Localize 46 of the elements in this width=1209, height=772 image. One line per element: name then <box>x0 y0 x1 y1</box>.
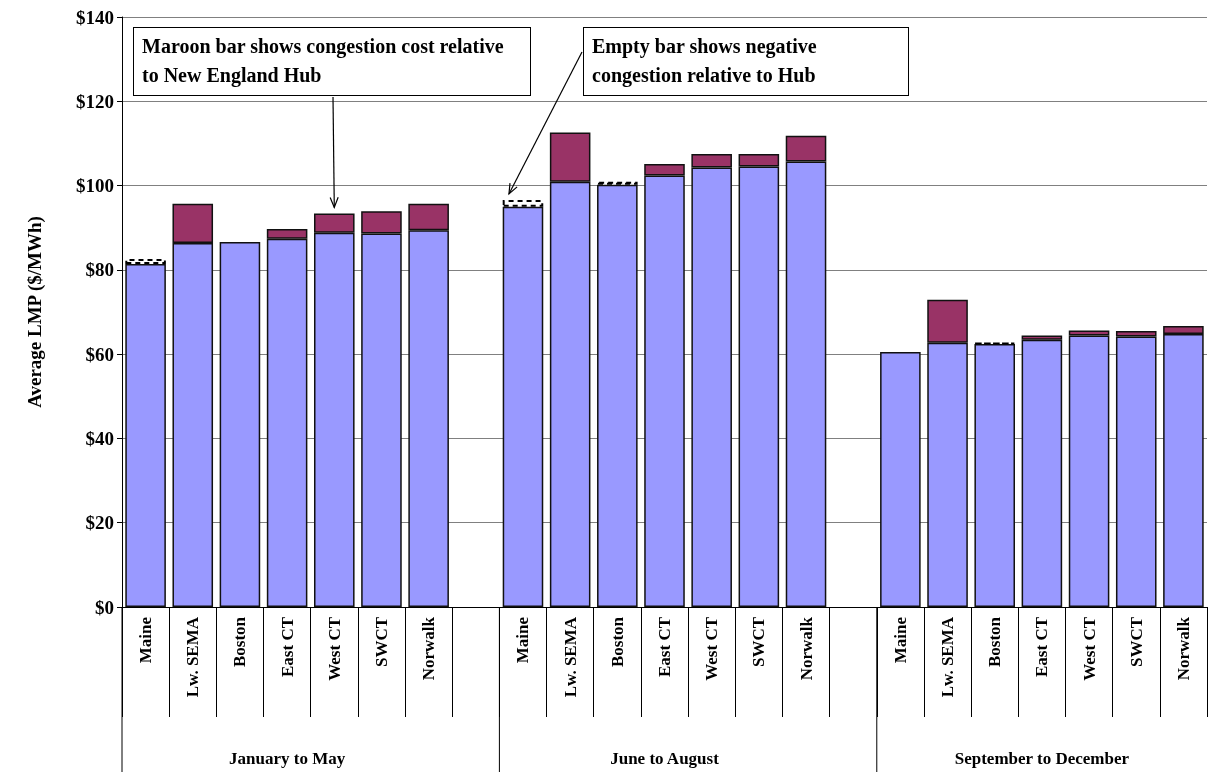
x-tick-label: Maine <box>890 616 910 664</box>
bar <box>880 352 921 607</box>
note-box: Empty bar shows negative congestion relative to Hub <box>583 27 909 96</box>
text: June to August <box>610 748 720 768</box>
x-tick-label: Lw. SEMA <box>560 616 580 698</box>
x-tick-label: Lw. SEMA <box>183 616 203 698</box>
bar <box>125 263 166 607</box>
y-axis-title: Average LMP ($/MWh) <box>24 216 46 408</box>
x-tick-label: Maine <box>513 616 533 664</box>
x-tick-label: Norwalk <box>796 616 816 681</box>
y-tick-label: $140 <box>76 6 114 28</box>
x-tick-label: Boston <box>985 616 1005 668</box>
x-tick-label: SWCT <box>749 616 769 668</box>
y-tick-label: $0 <box>95 596 114 618</box>
bar <box>502 206 544 607</box>
x-tick-label: East CT <box>655 616 674 677</box>
y-tick-label: $100 <box>76 175 114 197</box>
bar <box>597 184 638 607</box>
bar <box>219 242 261 607</box>
x-tick-label: Lw. SEMA <box>938 616 958 698</box>
bar <box>1021 339 1063 607</box>
y-tick-label: $60 <box>85 343 114 365</box>
x-tick-label: Norwalk <box>1173 616 1193 681</box>
x-tick-label: East CT <box>277 616 297 677</box>
y-tick-label: $120 <box>76 90 114 112</box>
x-tick-label: Boston <box>607 616 627 668</box>
y-tick-label: $80 <box>85 259 114 281</box>
x-tick-label: Norwalk <box>419 616 439 681</box>
x-tick-label: East CT <box>1032 616 1052 677</box>
x-tick-label: Boston <box>230 616 250 668</box>
x-tick-label: SWCT <box>1126 616 1146 668</box>
bar <box>974 344 1015 607</box>
bar <box>597 181 638 185</box>
x-tick-label: Maine <box>136 616 156 664</box>
bar <box>1068 335 1110 607</box>
bar <box>125 258 166 264</box>
y-tick-label: $40 <box>85 427 114 449</box>
text: January to May <box>229 748 346 768</box>
bar <box>502 199 544 207</box>
note-box: Maroon bar shows congestion cost relative to New England Hub <box>133 27 531 96</box>
text: September to December <box>954 748 1130 768</box>
x-tick-label: West CT <box>1079 616 1099 681</box>
x-tick-label: West CT <box>702 616 722 681</box>
x-tick-label: West CT <box>324 616 344 681</box>
y-tick-label: $20 <box>85 512 114 534</box>
x-tick-label: SWCT <box>371 616 391 668</box>
